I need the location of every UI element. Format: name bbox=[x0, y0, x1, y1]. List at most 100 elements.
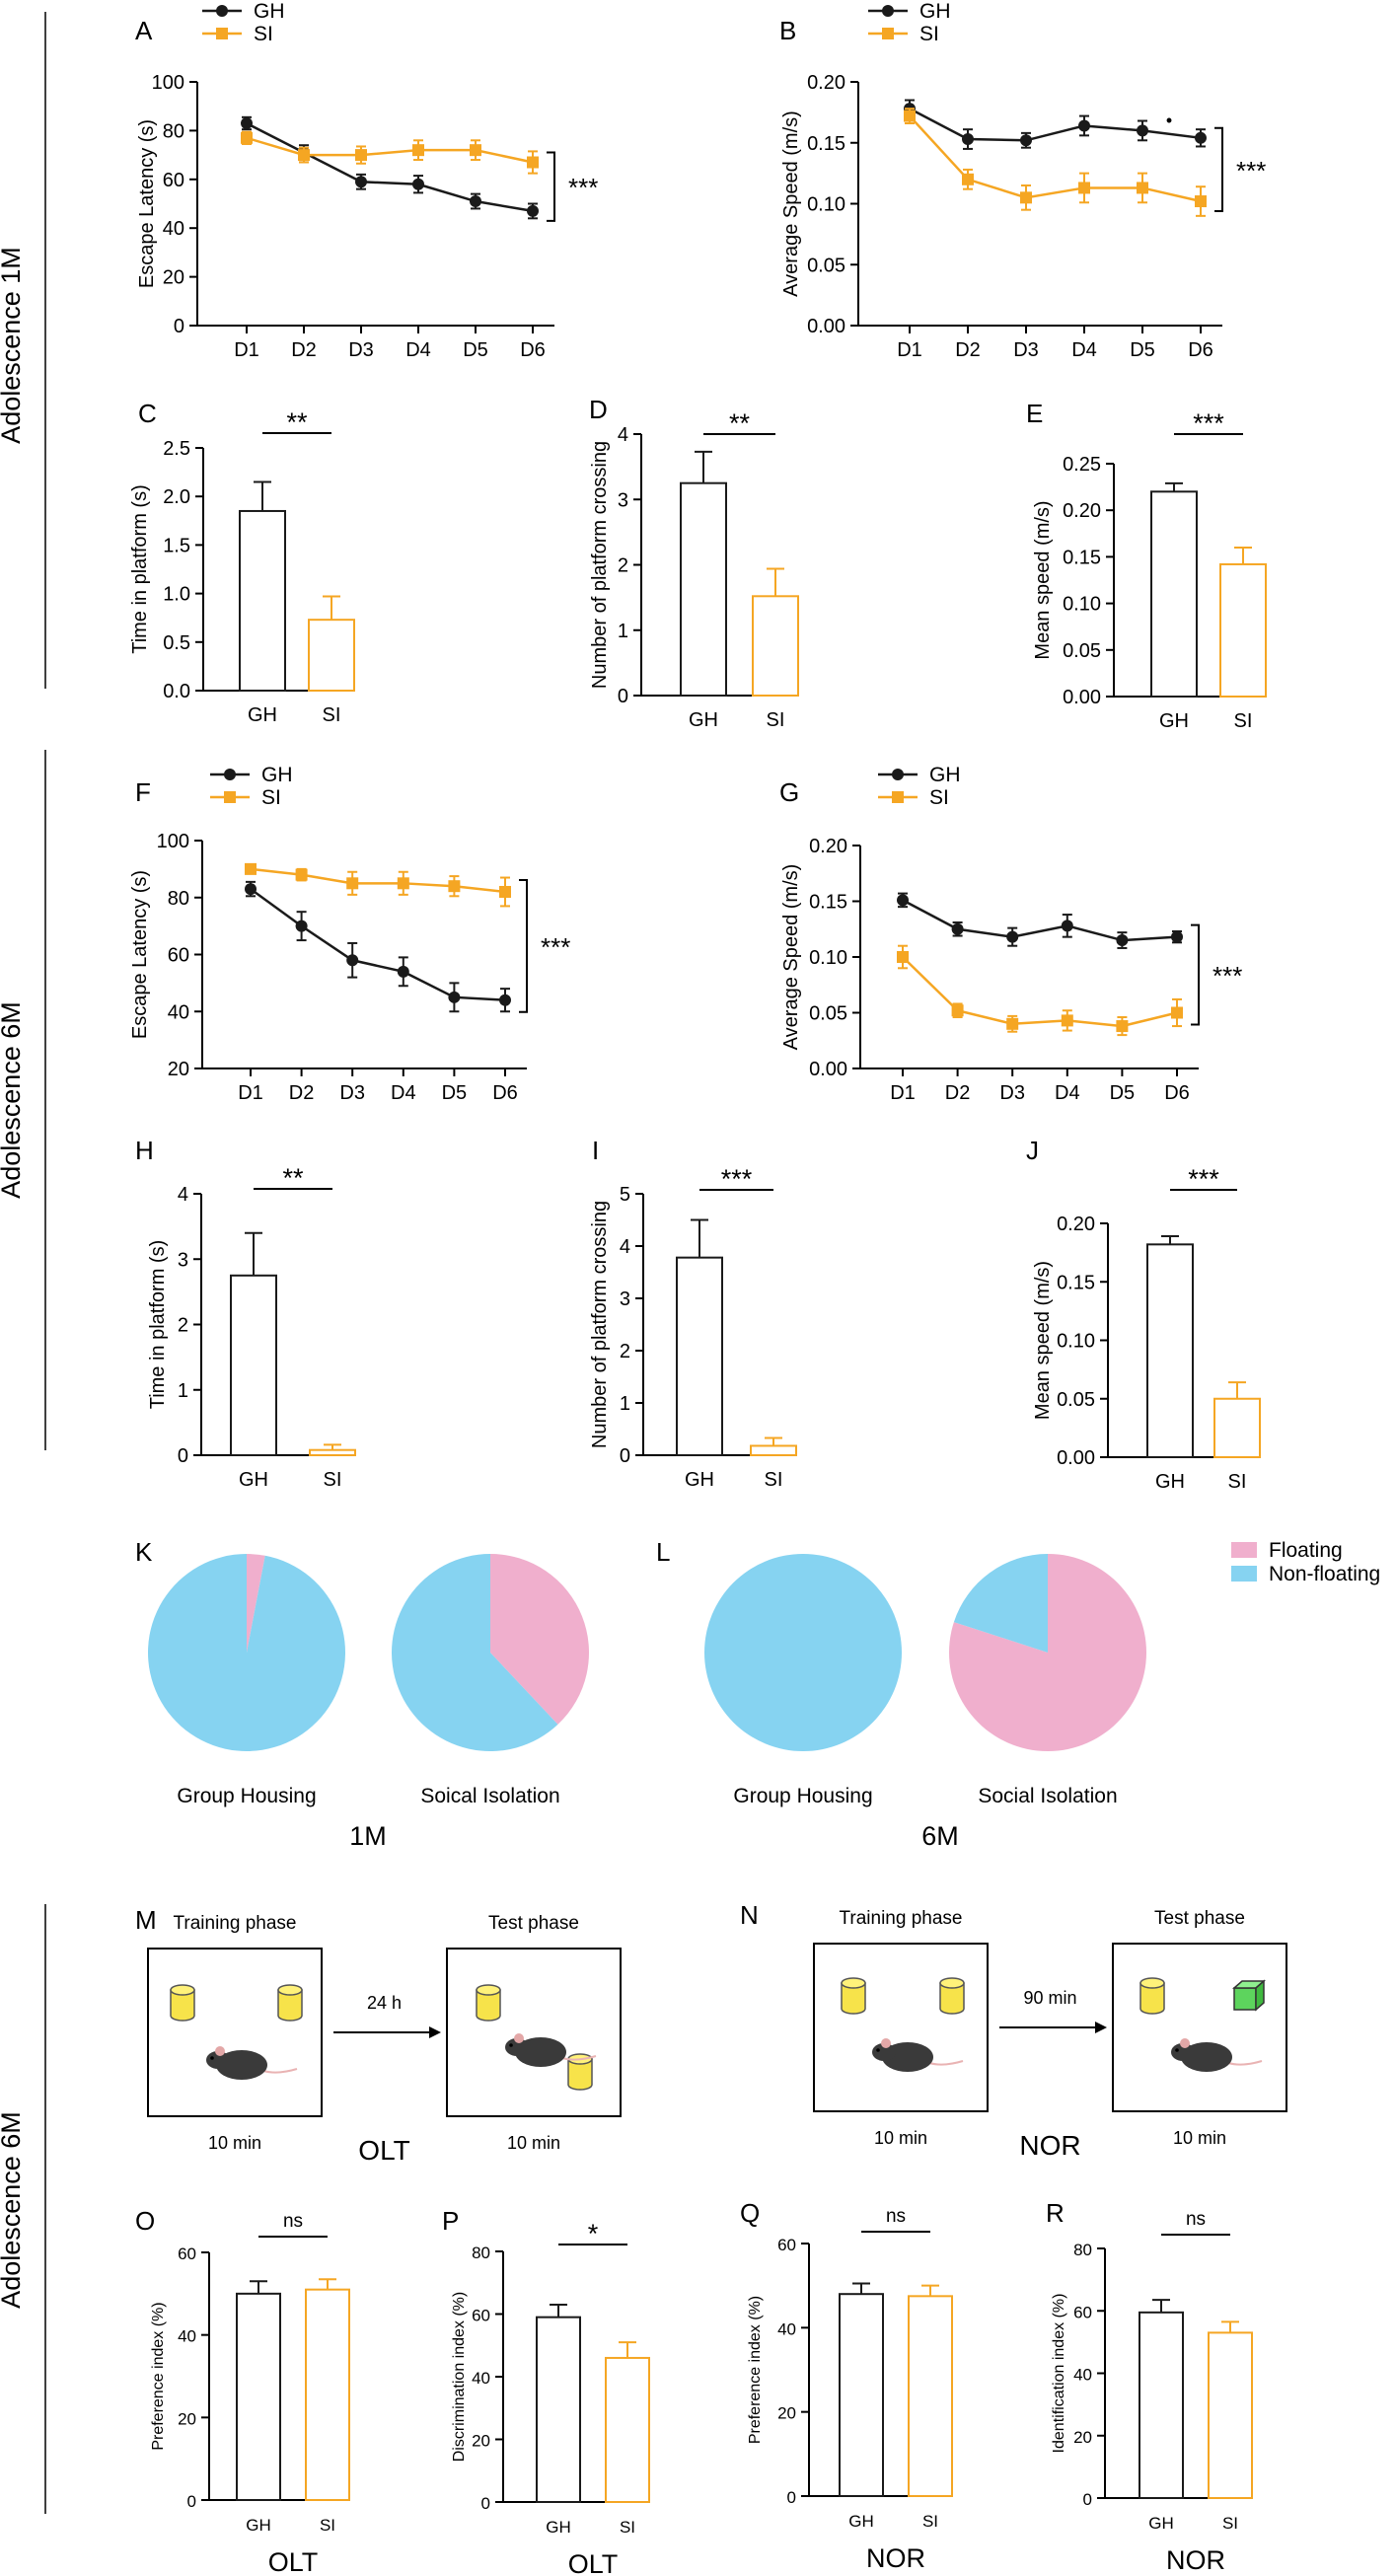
data-point bbox=[951, 1004, 964, 1017]
y-tick-label: 0 bbox=[174, 316, 184, 337]
y-tick-label: 4 bbox=[618, 424, 628, 446]
y-tick-label: 0.15 bbox=[809, 892, 847, 914]
x-tick-label: SI bbox=[922, 2512, 938, 2531]
mouse-icon bbox=[206, 2046, 298, 2080]
legend-label: SI bbox=[919, 23, 939, 45]
y-tick-label: 0.20 bbox=[1057, 1214, 1095, 1235]
y-axis-title: Number of platform crossing bbox=[589, 1201, 611, 1448]
data-point bbox=[962, 133, 974, 146]
data-point bbox=[897, 894, 909, 907]
panel-letter-q: Q bbox=[740, 2198, 760, 2228]
chart-i: 0 1 2 3 4 5 Number of platform crossing GH SI *** bbox=[589, 1164, 797, 1491]
y-tick-label: 20 bbox=[1073, 2428, 1092, 2447]
x-tick-label: D1 bbox=[890, 1082, 916, 1104]
panel-letter-r: R bbox=[1046, 2198, 1065, 2228]
pie-label: Group Housing bbox=[733, 1785, 872, 1807]
data-point bbox=[346, 877, 359, 890]
x-tick-label: D3 bbox=[348, 339, 374, 361]
data-point bbox=[346, 954, 359, 967]
y-axis-title: Number of platform crossing bbox=[589, 441, 611, 689]
y-tick-label: 0 bbox=[620, 1445, 630, 1467]
x-tick-label: SI bbox=[620, 2518, 635, 2537]
series-line bbox=[902, 956, 1178, 1028]
bar-si bbox=[605, 2356, 650, 2503]
legend-label: SI bbox=[929, 786, 949, 809]
bar-gh bbox=[1150, 490, 1198, 698]
x-tick-label: GH bbox=[1148, 2514, 1174, 2533]
bar-gh bbox=[236, 2292, 281, 2501]
y-tick-label: 0.20 bbox=[1063, 500, 1101, 522]
pie-slice bbox=[953, 1554, 1048, 1653]
series-line bbox=[246, 136, 534, 164]
legend-label: GH bbox=[929, 764, 961, 786]
panel-letter-n: N bbox=[740, 1900, 759, 1930]
y-tick-label: 0.10 bbox=[807, 194, 845, 216]
panel-letter-b: B bbox=[779, 16, 796, 45]
mouse-head bbox=[206, 2051, 230, 2069]
panel-letter-f: F bbox=[135, 777, 151, 807]
bar-si bbox=[1219, 562, 1267, 699]
y-tick-label: 80 bbox=[163, 120, 184, 142]
y-tick-label: 3 bbox=[618, 489, 628, 511]
y-axis-title: Time in platform (s) bbox=[129, 484, 151, 654]
x-tick-label: D5 bbox=[442, 1082, 468, 1104]
x-tick-label: D3 bbox=[1013, 339, 1039, 361]
legend-label-floating: Floating bbox=[1269, 1539, 1343, 1562]
significance-bracket bbox=[1191, 923, 1200, 1026]
legend-marker bbox=[216, 5, 228, 17]
data-point bbox=[470, 144, 481, 157]
mouse-head bbox=[505, 2038, 529, 2056]
data-point bbox=[527, 156, 539, 169]
data-point bbox=[295, 920, 308, 932]
duration-label: 10 min bbox=[507, 2133, 560, 2153]
y-tick-label: 0.10 bbox=[1063, 594, 1101, 616]
data-point bbox=[245, 883, 257, 896]
task-label: NOR bbox=[1019, 2130, 1080, 2161]
y-tick-label: 4 bbox=[178, 1184, 188, 1206]
mouse-icon bbox=[872, 2038, 964, 2072]
data-point bbox=[448, 991, 461, 1003]
cylinder-object bbox=[1139, 1977, 1165, 2015]
data-point bbox=[1078, 182, 1090, 194]
mouse-ear bbox=[514, 2033, 524, 2043]
data-point bbox=[904, 110, 916, 122]
x-tick-label: D2 bbox=[291, 339, 317, 361]
section-label-6m-b: Adolescence 6M bbox=[0, 2111, 26, 2309]
y-tick-label: 20 bbox=[168, 1059, 189, 1080]
y-tick-label: 0.10 bbox=[1057, 1331, 1095, 1353]
chart-k: Group Housing Soical Isolation 1M bbox=[148, 1554, 589, 1851]
mouse-ear bbox=[215, 2046, 225, 2056]
data-point bbox=[397, 877, 409, 890]
chart-l: Group Housing Social Isolation 6M bbox=[704, 1554, 1146, 1851]
cylinder-top bbox=[170, 1984, 195, 1996]
y-tick-label: 0 bbox=[787, 2488, 796, 2507]
y-axis-title: Identification index (%) bbox=[1051, 2294, 1067, 2454]
mouse-eye bbox=[509, 2043, 513, 2047]
chart-a: 0 20 40 60 80 100 Escape Latency (s) D1 D2 D3 D4 D5… bbox=[136, 0, 598, 361]
x-tick-label: D5 bbox=[1130, 339, 1155, 361]
group-label: 6M bbox=[921, 1821, 959, 1851]
legend-label: GH bbox=[254, 0, 285, 23]
schematic-n: Training phase Test phase 90 min 10 min 10 m… bbox=[813, 1908, 1287, 2161]
section-label-6m: Adolescence 6M bbox=[0, 1001, 26, 1199]
panel-letter-i: I bbox=[592, 1136, 599, 1165]
y-tick-label: 60 bbox=[168, 945, 189, 967]
y-tick-label: 0.20 bbox=[807, 72, 845, 94]
y-tick-label: 0.10 bbox=[809, 947, 847, 969]
y-tick-label: 20 bbox=[163, 267, 184, 289]
chart-o: 0 20 40 60 Preference index (%) GH SI ns OLT bbox=[150, 2211, 350, 2576]
significance-label: *** bbox=[541, 932, 570, 962]
data-point bbox=[1137, 182, 1148, 194]
y-tick-label: 0.15 bbox=[1057, 1272, 1095, 1293]
bar-si bbox=[309, 1448, 356, 1456]
series-line bbox=[250, 888, 506, 1001]
y-axis-title: Escape Latency (s) bbox=[129, 870, 151, 1039]
cylinder-body bbox=[170, 1989, 195, 2022]
y-tick-label: 0.05 bbox=[1057, 1389, 1095, 1411]
y-tick-label: 80 bbox=[1073, 2241, 1092, 2259]
bar-si bbox=[305, 2288, 350, 2501]
series-line bbox=[909, 114, 1202, 203]
